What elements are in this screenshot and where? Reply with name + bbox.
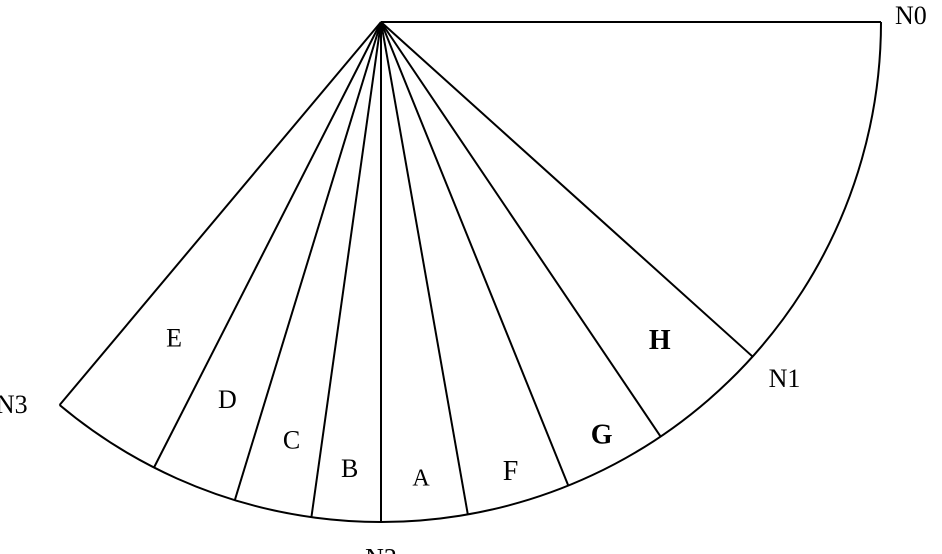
fan-diagram: H G F A B C D E N0 N1 N2 N3 — [0, 0, 942, 554]
fan-geometry — [60, 22, 881, 522]
vertex-label-N3: N3 — [0, 390, 28, 419]
sector-label-H: H — [649, 325, 671, 356]
ray-9 — [60, 22, 381, 405]
ray-4 — [381, 22, 468, 514]
sector-label-C: C — [283, 426, 300, 455]
sector-label-G: G — [591, 419, 613, 450]
fan-labels: H G F A B C D E N0 N1 N2 N3 — [0, 1, 927, 554]
sector-label-B: B — [341, 454, 358, 483]
sector-label-A: A — [412, 466, 430, 492]
ray-3 — [381, 22, 568, 486]
ray-6 — [311, 22, 381, 517]
vertex-label-N2: N2 — [365, 543, 397, 554]
sector-label-E: E — [166, 324, 182, 353]
ray-8 — [154, 22, 381, 468]
vertex-label-N0: N0 — [895, 1, 927, 30]
vertex-label-N1: N1 — [769, 364, 801, 393]
ray-7 — [235, 22, 381, 500]
sector-label-F: F — [503, 456, 519, 487]
arc — [60, 22, 881, 522]
sector-label-D: D — [218, 385, 237, 414]
ray-1 — [381, 22, 753, 357]
ray-2 — [381, 22, 661, 437]
